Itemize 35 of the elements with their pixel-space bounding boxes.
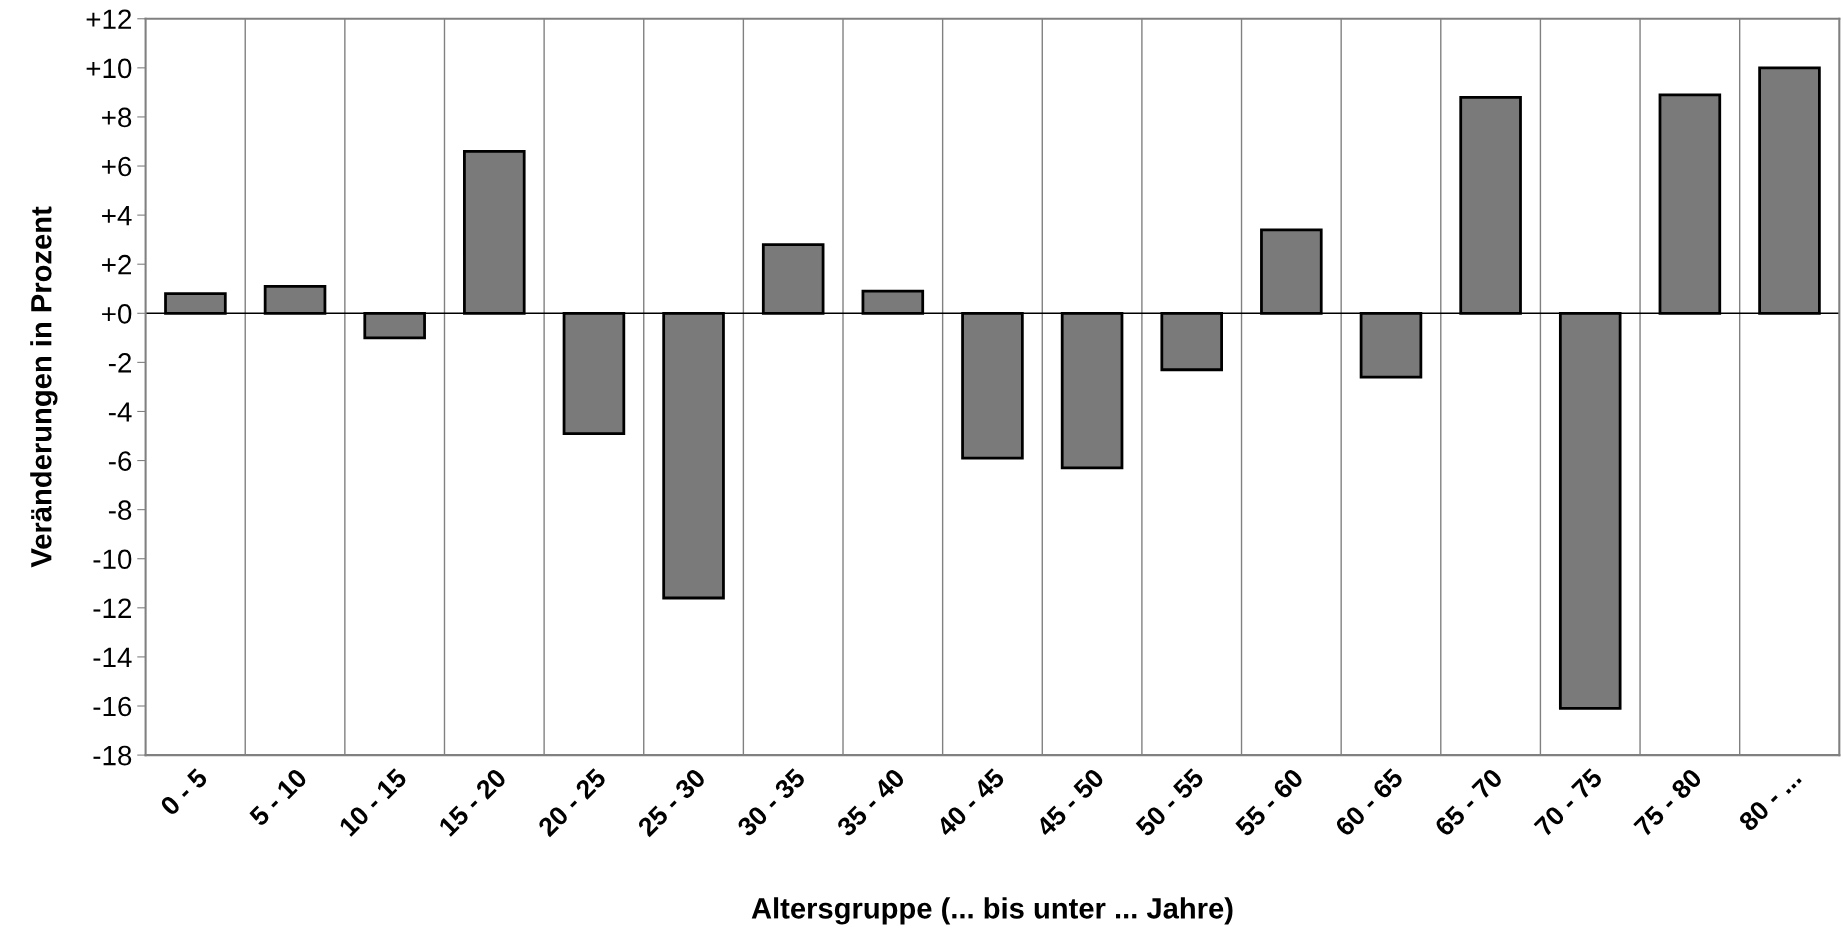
x-tick-label: 75 - 80 [1633, 767, 1703, 838]
x-tick-label: 80 - ... [1737, 767, 1802, 833]
x-axis-title: Altersgruppe (... bis unter ... Jahre) [751, 897, 1233, 925]
y-axis-title: Veränderungen in Prozent [30, 206, 58, 568]
x-tick-label: 0 - 5 [159, 767, 209, 817]
y-tick-label: -14 [93, 647, 132, 667]
x-tick-label: 35 - 40 [835, 767, 906, 838]
y-tick-label: +6 [102, 156, 132, 177]
x-tick-label: 15 - 20 [437, 767, 508, 837]
y-tick-label: -12 [93, 598, 132, 618]
y-tick-label: -2 [108, 353, 132, 373]
y-tick-label: +2 [102, 254, 132, 275]
y-tick-label: +4 [102, 206, 132, 226]
x-tick-label: 5 - 10 [248, 767, 308, 828]
x-tick-label: 60 - 65 [1334, 767, 1405, 838]
y-tick-label: -16 [93, 696, 132, 717]
x-tick-label: 55 - 60 [1234, 767, 1305, 838]
x-tick-label: 25 - 30 [636, 767, 707, 838]
x-tick-label: 10 - 15 [338, 767, 408, 837]
y-tick-label: -6 [108, 451, 132, 471]
x-tick-label: 45 - 50 [1034, 767, 1106, 838]
y-tick-label: -4 [108, 402, 132, 422]
x-tick-label: 65 - 70 [1433, 767, 1504, 838]
x-tick-label: 20 - 25 [536, 767, 608, 838]
x-tick-label: 30 - 35 [736, 767, 807, 838]
x-tick-label: 70 - 75 [1533, 767, 1604, 838]
y-tick-label: +0 [102, 303, 132, 324]
y-tick-label: -18 [93, 745, 132, 766]
x-tick-label: 40 - 45 [935, 767, 1006, 838]
x-tick-label: 50 - 55 [1134, 767, 1205, 838]
y-tick-label: -10 [93, 549, 132, 570]
y-tick-label: +12 [86, 9, 132, 29]
y-tick-label: -8 [108, 500, 132, 520]
y-tick-label: +10 [86, 58, 132, 79]
y-tick-label: +8 [102, 107, 132, 128]
